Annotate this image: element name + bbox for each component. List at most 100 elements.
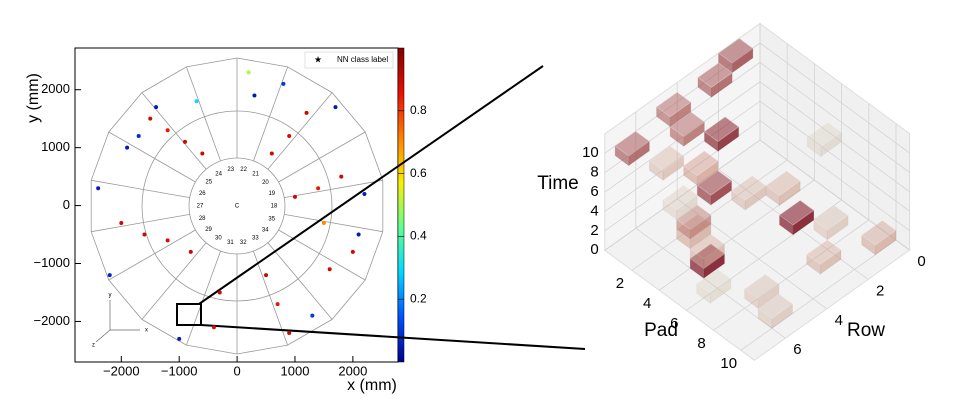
voxel	[778, 199, 815, 236]
hit-point	[287, 134, 292, 139]
voxel-face	[710, 278, 731, 304]
x-tick-label: 4	[643, 295, 651, 312]
hit-point	[246, 70, 251, 75]
sector-line	[141, 242, 207, 320]
voxel-face	[703, 116, 740, 143]
voxel-face	[806, 121, 843, 148]
voxel	[695, 268, 732, 304]
voxel	[662, 184, 699, 220]
x-tick-label: 10	[720, 355, 737, 372]
sector-label: 28	[199, 216, 206, 222]
sector-line	[284, 179, 383, 199]
x-axis-label: Pad	[644, 320, 678, 341]
y-tick-label: 4	[835, 312, 843, 329]
colorbar-tick-label: 0.6	[410, 166, 427, 180]
hit-point	[107, 273, 112, 278]
voxel	[743, 273, 780, 309]
sector-label: 27	[197, 203, 204, 209]
grid-line	[604, 61, 910, 174]
hit-point	[316, 186, 321, 191]
z-tick-label: 10	[582, 144, 599, 161]
sector-label: 33	[252, 236, 259, 242]
voxel-face	[648, 145, 685, 172]
sector-label: 26	[199, 191, 206, 197]
hit-point	[350, 249, 355, 254]
sector-line	[108, 131, 196, 183]
voxel-face	[743, 273, 780, 300]
y-tick-label: 6	[793, 341, 801, 358]
voxel-face	[758, 308, 772, 329]
voxel	[675, 204, 712, 241]
y-tick-label: 0	[917, 253, 925, 270]
voxel	[669, 111, 706, 148]
sector-label: 30	[215, 236, 222, 242]
sector-label: 18	[271, 204, 278, 210]
sector-label: 23	[227, 167, 234, 173]
voxel-face	[669, 111, 706, 138]
triad-label: y	[109, 293, 112, 299]
x-tick-label: 2	[616, 275, 624, 292]
grid-line	[604, 81, 910, 193]
hit-point	[200, 151, 205, 156]
hit-point	[194, 99, 199, 104]
voxel-face	[731, 189, 746, 211]
colorbar-tick-label: 0.4	[410, 229, 427, 243]
hit-point	[252, 93, 257, 98]
sector-line	[267, 242, 333, 320]
x-tick-label: −2000	[103, 363, 140, 378]
grid-line	[604, 42, 910, 154]
sector-line	[186, 66, 221, 162]
sector-line	[108, 229, 196, 281]
voxel-face	[771, 303, 793, 329]
sector-line	[91, 213, 190, 233]
voxel-face	[695, 268, 732, 295]
voxel-face	[689, 233, 726, 260]
sector-label: 31	[227, 240, 234, 246]
voxel	[697, 62, 734, 99]
z-tick-label: 2	[590, 222, 598, 239]
voxel-face	[813, 220, 828, 240]
sector-line	[141, 92, 207, 170]
hit-point	[96, 186, 101, 191]
pad-ring	[141, 110, 333, 302]
x-tick-label: 6	[670, 315, 678, 332]
voxel-face	[696, 169, 733, 196]
sector-line	[267, 92, 333, 170]
voxel-face	[655, 91, 692, 118]
zoom-line	[200, 324, 586, 350]
x-tick-label: 2000	[338, 363, 367, 378]
voxel-face	[807, 136, 821, 157]
voxel-plot	[603, 22, 911, 361]
voxel	[860, 219, 897, 256]
hit-point	[188, 249, 193, 254]
grid-line	[604, 100, 910, 212]
voxel	[655, 91, 692, 128]
sector-line	[186, 250, 221, 346]
voxel-face	[778, 199, 815, 226]
y-tick-label: 1000	[41, 139, 70, 154]
axis-triad	[95, 300, 140, 343]
hit-point	[333, 105, 338, 110]
legend-box	[304, 51, 394, 69]
voxel-face	[805, 239, 842, 266]
hit-point	[148, 116, 153, 121]
hit-point	[292, 194, 297, 199]
voxel-face	[648, 159, 664, 182]
hit-point	[119, 220, 124, 225]
detector-outline	[90, 57, 384, 355]
sector-label: 34	[262, 227, 269, 233]
y-tick-label: 0	[63, 197, 70, 212]
sector-label: 19	[268, 191, 275, 197]
voxel	[806, 121, 843, 157]
sector-label: 24	[215, 171, 222, 177]
legend-label: NN class label	[337, 55, 388, 64]
voxel-face	[820, 132, 842, 157]
voxel	[648, 145, 685, 182]
sector-label: 20	[262, 180, 269, 186]
sector-line	[91, 179, 190, 199]
voxel-face	[779, 179, 801, 207]
voxel	[765, 170, 802, 207]
voxel-face	[675, 204, 712, 231]
hit-point	[177, 336, 182, 341]
legend-marker: ★	[314, 54, 322, 64]
